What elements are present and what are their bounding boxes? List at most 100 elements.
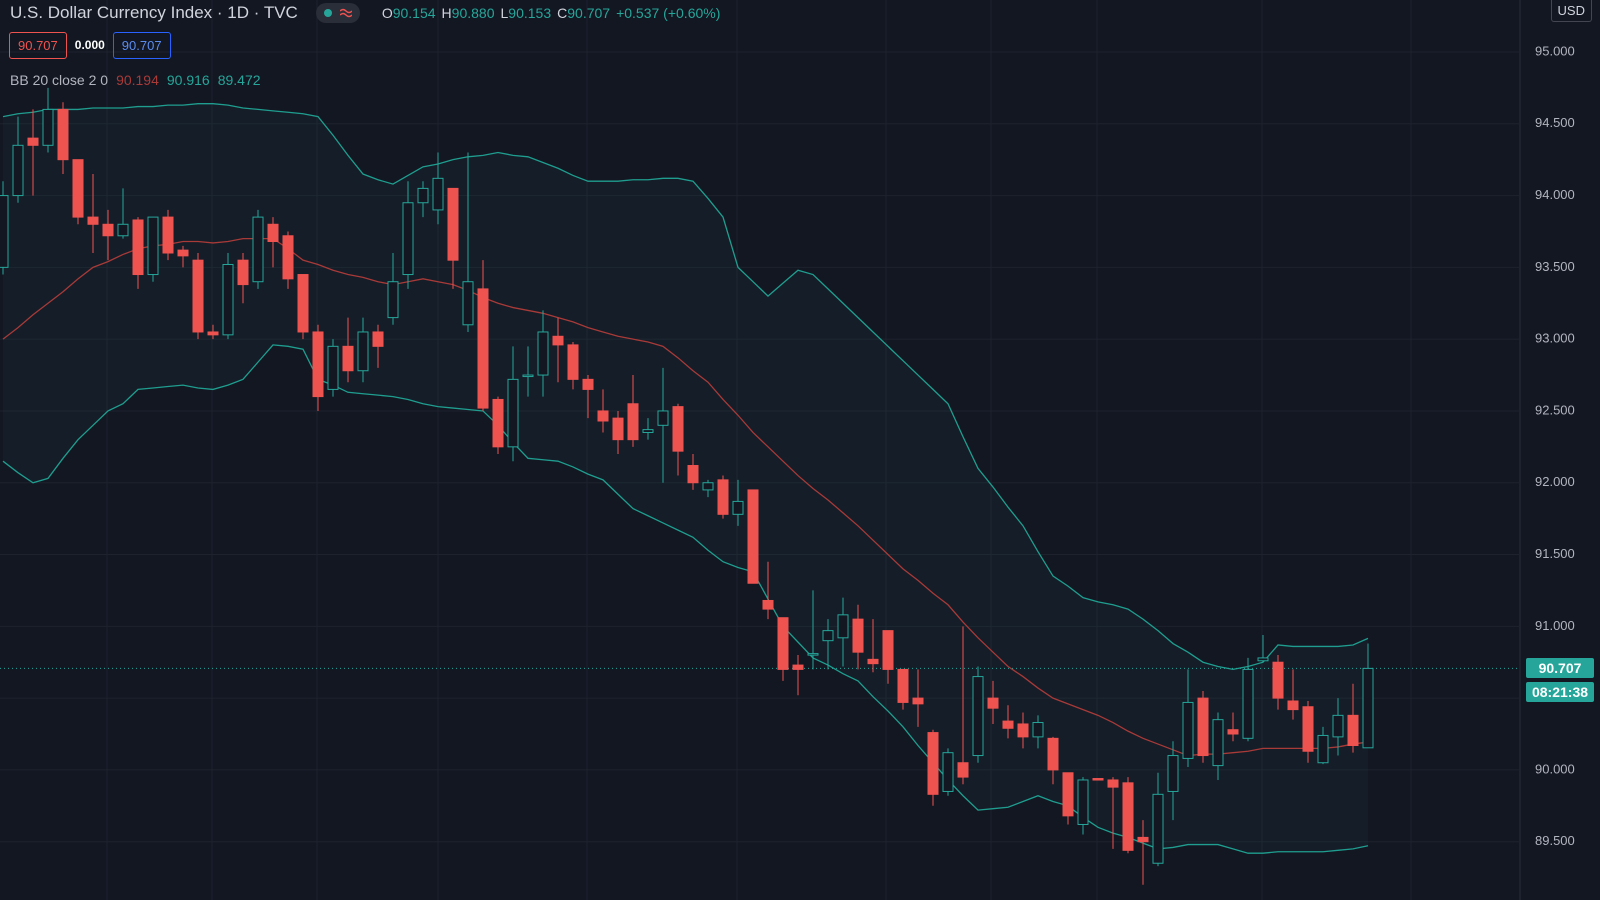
candle-body [1137, 836, 1149, 843]
wave-icon [339, 8, 352, 18]
candle-body [1347, 714, 1359, 747]
ohlc-letter: L [500, 5, 509, 21]
candle-body [417, 187, 429, 204]
candle-body [957, 762, 969, 778]
title: U.S. Dollar Currency Index · 1D · TVC [10, 3, 298, 22]
ohlc-letter: H [441, 5, 452, 21]
candle-body [1182, 701, 1194, 759]
y-tick-label: 92.500 [1535, 402, 1575, 417]
candle-body [72, 159, 84, 218]
ohlc-letter: C [557, 5, 568, 21]
candle-body [972, 676, 984, 757]
indicator-legend: BB 20 close 2 0 90.194 90.916 89.472 [10, 72, 261, 88]
candle-body [177, 249, 189, 257]
bid-box[interactable]: 90.707 [9, 31, 67, 59]
quote-row: 90.707 0.000 90.707 [9, 31, 171, 59]
y-tick-label: 93.000 [1535, 331, 1575, 346]
candle-body [942, 752, 954, 792]
y-tick-label: 89.500 [1535, 833, 1575, 848]
status-pill[interactable] [315, 3, 360, 23]
candle-body [402, 202, 414, 276]
candle-body [927, 732, 939, 795]
candle-body [897, 668, 909, 703]
candle-body [687, 465, 699, 484]
candle-body [747, 489, 759, 584]
currency[interactable]: USD [1550, 0, 1592, 22]
candle-body [327, 345, 339, 390]
candle-body [1032, 722, 1044, 738]
y-tick-label: 94.500 [1535, 115, 1575, 130]
candle-body [477, 288, 489, 409]
candle-body [1317, 734, 1329, 764]
candle-body [1002, 720, 1014, 729]
header: U.S. Dollar Currency Index · 1D · TVC O9… [10, 2, 726, 24]
candle-body [297, 274, 309, 333]
candle-body [642, 429, 654, 433]
candle-body [912, 697, 924, 705]
candle-body [597, 410, 609, 422]
ohlc-value: 90.154 [392, 5, 436, 21]
indicator-basis: 90.194 [116, 72, 159, 88]
candle-body [267, 223, 279, 243]
candle-body [132, 219, 144, 276]
change: +0.537 (+0.60%) [616, 5, 721, 21]
band-basis [2, 237, 1369, 757]
y-tick-label: 94.000 [1535, 187, 1575, 202]
candle-body [1077, 779, 1089, 825]
candle-body [1302, 706, 1314, 752]
ohlc-value: 90.707 [567, 5, 611, 21]
candle-body [987, 697, 999, 709]
candle-body [1122, 782, 1134, 851]
candle-body [732, 500, 744, 515]
market-dot [323, 9, 332, 17]
candle-body [222, 263, 234, 336]
y-tick-label: 91.500 [1535, 546, 1575, 561]
spread: 0.000 [74, 38, 105, 52]
candle-body [552, 335, 564, 346]
candle-body [627, 403, 639, 441]
candle-body [492, 398, 504, 448]
candle-body [387, 281, 399, 319]
candle-body [1287, 700, 1299, 711]
candle-body [1017, 723, 1029, 738]
candle-body [1167, 755, 1179, 792]
indicator-name: BB 20 close 2 0 [10, 72, 109, 88]
candle-body [162, 216, 174, 254]
candle-body [342, 345, 354, 372]
candle-body [282, 235, 294, 280]
candle-body [522, 374, 534, 378]
candle-body [1062, 772, 1074, 817]
candle-body [372, 331, 384, 347]
ohlc-letter: O [381, 5, 393, 21]
candle-body [582, 378, 594, 390]
candle-body [1152, 793, 1164, 864]
candle-body [252, 216, 264, 283]
last-price-badge: 90.707 [1526, 658, 1594, 679]
candle-body [1107, 779, 1119, 788]
candle-body [1257, 657, 1269, 662]
indicator-upper: 90.916 [166, 72, 210, 88]
ask-box[interactable]: 90.707 [112, 31, 171, 59]
candle-body [27, 137, 39, 146]
candle-body [1332, 714, 1344, 738]
y-tick-label: 92.000 [1535, 474, 1575, 489]
candle-body [1242, 668, 1254, 739]
candle-body [717, 479, 729, 515]
candle-body [447, 187, 459, 261]
candle-body [1047, 737, 1059, 771]
candle-body [432, 177, 444, 211]
candle-body [1227, 729, 1239, 735]
ohlc-value: 90.880 [451, 5, 495, 21]
candle-body [702, 482, 714, 491]
candle-body [117, 223, 129, 237]
candle-body [822, 630, 834, 642]
candle-body [867, 658, 879, 665]
ohlc: O90.154 H90.880 L90.153 C90.707 +0.537 (+0.6… [382, 5, 727, 21]
candle-body [0, 195, 9, 268]
y-tick-label: 90.000 [1535, 761, 1575, 776]
ohlc-value: 90.153 [508, 5, 552, 21]
candle-body [1197, 697, 1209, 757]
candle-body [207, 331, 219, 336]
